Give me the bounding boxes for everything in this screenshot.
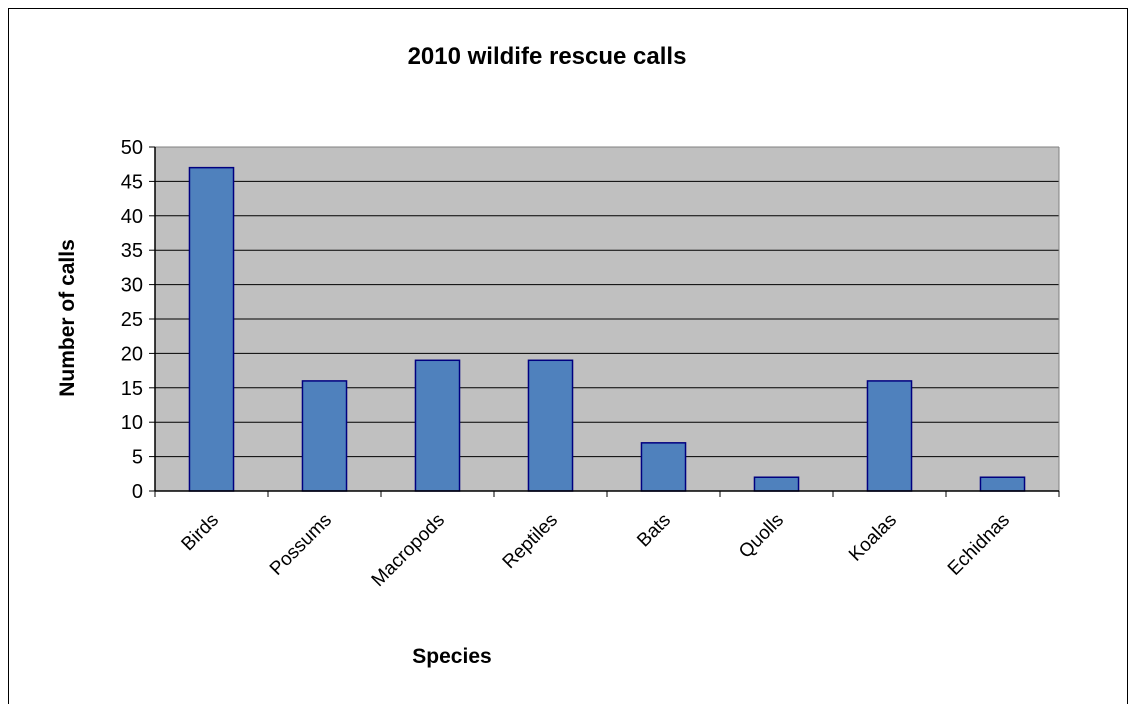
x-tick-label: Macropods	[368, 510, 449, 591]
y-tick-labels: 0 5 10 15 20 25 30 35 40 45 50	[121, 137, 143, 503]
y-tick-label: 5	[132, 447, 143, 469]
x-tick-label: Reptiles	[499, 510, 562, 573]
y-tick-label: 50	[121, 137, 143, 159]
y-tick-label: 0	[132, 481, 143, 503]
bar-echidnas	[979, 476, 1026, 492]
y-axis-title: Number of calls	[56, 239, 79, 397]
y-tick-label: 25	[121, 309, 143, 331]
y-tick-label: 45	[121, 171, 143, 193]
axes	[149, 146, 1060, 497]
bars	[188, 166, 1026, 492]
bar-koalas	[866, 380, 913, 492]
x-tick-label: Echidnas	[944, 510, 1014, 580]
y-tick-label: 20	[121, 343, 143, 365]
x-axis-title: Species	[412, 645, 491, 668]
bar-possums	[301, 380, 348, 492]
y-tick-label: 10	[121, 412, 143, 434]
y-tick-label: 30	[121, 275, 143, 297]
bar-macropods	[414, 359, 461, 492]
chart-title: 2010 wildife rescue calls	[408, 43, 687, 70]
y-tick-label: 40	[121, 206, 143, 228]
bar-birds	[188, 166, 235, 492]
x-tick-label: Birds	[178, 510, 223, 555]
bar-reptiles	[527, 359, 574, 492]
bar-quolls	[753, 476, 800, 492]
x-tick-label: Possums	[266, 510, 336, 580]
x-tick-label: Bats	[633, 510, 675, 552]
bar-bats	[640, 442, 687, 492]
y-tick-label: 15	[121, 378, 143, 400]
x-tick-label: Quolls	[735, 510, 788, 563]
y-tick-label: 35	[121, 240, 143, 262]
x-tick-label: Koalas	[845, 510, 901, 566]
x-tick-labels: Birds Possums Macropods Reptiles Bats Quolls K…	[178, 510, 1014, 591]
